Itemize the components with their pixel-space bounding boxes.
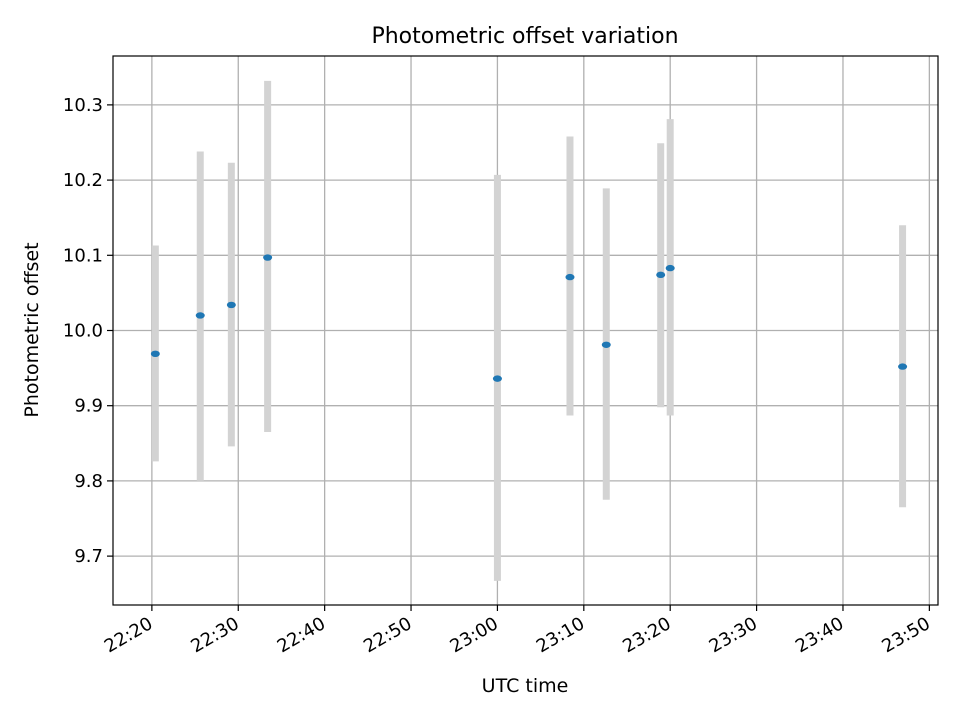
y-tick-label: 10.0 <box>63 321 103 342</box>
grid-lines <box>113 56 938 605</box>
data-points <box>150 254 908 382</box>
y-tick-label: 9.7 <box>74 546 103 567</box>
chart-title: Photometric offset variation <box>371 24 678 49</box>
data-point <box>492 375 502 382</box>
x-axis-label: UTC time <box>482 675 569 697</box>
data-point <box>898 363 908 370</box>
y-tick-label: 9.9 <box>74 396 103 417</box>
data-point <box>656 271 666 279</box>
y-tick-label: 10.3 <box>63 95 103 116</box>
data-point <box>665 264 675 272</box>
data-point <box>601 341 611 348</box>
y-axis-label: Photometric offset <box>21 242 43 417</box>
data-point <box>263 254 273 261</box>
data-point <box>150 350 160 358</box>
y-tick-label: 10.2 <box>63 170 103 191</box>
y-tick-label: 9.8 <box>74 471 103 492</box>
y-tick-label: 10.1 <box>63 245 103 266</box>
data-point <box>195 312 205 319</box>
data-point <box>565 273 575 281</box>
data-point <box>226 301 236 309</box>
